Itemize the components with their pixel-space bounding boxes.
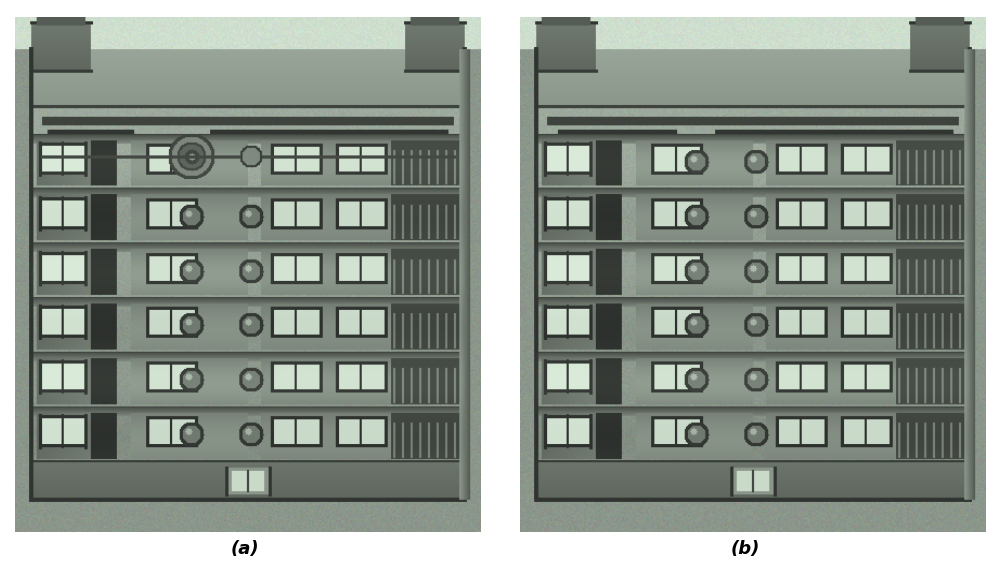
Text: (a): (a) xyxy=(231,540,259,558)
Text: (b): (b) xyxy=(730,540,760,558)
